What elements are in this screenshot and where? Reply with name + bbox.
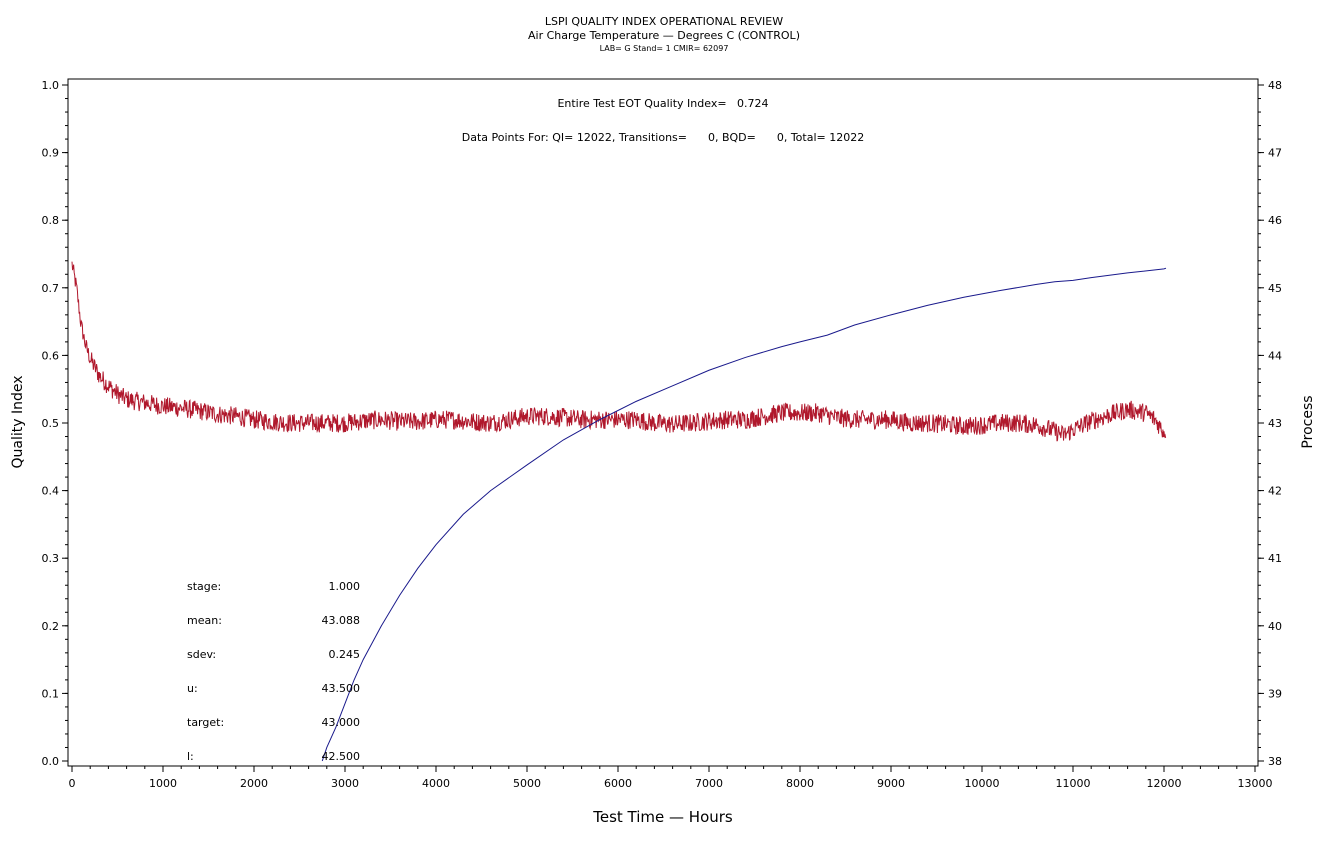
x-tick-label: 4000 [422, 777, 450, 790]
stat-value: 43.088 [322, 614, 361, 627]
stat-value: 0.245 [329, 648, 361, 661]
y2-tick-label: 40 [1268, 620, 1282, 633]
y-tick-label: 0.4 [42, 485, 60, 498]
chart-subtitle: Air Charge Temperature — Degrees C (CONT… [528, 29, 800, 42]
y-tick-label: 0.9 [42, 147, 60, 160]
y2-tick-label: 42 [1268, 485, 1282, 498]
y-tick-label: 0.0 [42, 755, 60, 768]
stat-label: sdev: [187, 648, 216, 661]
stat-label: target: [187, 716, 224, 729]
x-tick-label: 6000 [604, 777, 632, 790]
y2-tick-label: 47 [1268, 147, 1282, 160]
stat-label: l: [187, 750, 194, 763]
x-tick-label: 13000 [1238, 777, 1273, 790]
x-tick-label: 8000 [786, 777, 814, 790]
eot-annotation: Entire Test EOT Quality Index= 0.724 [557, 97, 768, 110]
x-tick-label: 2000 [240, 777, 268, 790]
y2-tick-label: 41 [1268, 552, 1282, 565]
stat-value: 1.000 [329, 580, 361, 593]
y2-tick-label: 39 [1268, 687, 1282, 700]
y-tick-label: 0.3 [42, 552, 60, 565]
x-tick-label: 1000 [149, 777, 177, 790]
stats-block: stage: 1.000 mean: 43.088 sdev: 0.245 u: 43.500… [187, 580, 360, 763]
stat-value: 43.000 [322, 716, 361, 729]
y2-axis-label: Process [1300, 395, 1316, 448]
x-tick-label: 0 [69, 777, 76, 790]
x-tick-label: 5000 [513, 777, 541, 790]
quality-index-line [71, 261, 1167, 442]
stat-label: u: [187, 682, 198, 695]
y-tick-label: 0.6 [42, 349, 60, 362]
y-tick-label: 1.0 [42, 79, 60, 92]
y2-tick-label: 43 [1268, 417, 1282, 430]
y2-tick-label: 45 [1268, 282, 1282, 295]
y-tick-label: 0.8 [42, 214, 60, 227]
chart-lab-info: LAB= G Stand= 1 CMIR= 62097 [599, 44, 729, 53]
y-tick-label: 0.1 [42, 687, 60, 700]
stat-value: 42.500 [322, 750, 361, 763]
chart-title: LSPI QUALITY INDEX OPERATIONAL REVIEW [544, 15, 784, 28]
stat-label: mean: [187, 614, 222, 627]
y-tick-label: 0.5 [42, 417, 60, 430]
process-line [321, 267, 1167, 762]
y2-tick-label: 46 [1268, 214, 1282, 227]
x-tick-label: 3000 [331, 777, 359, 790]
x-tick-label: 7000 [695, 777, 723, 790]
x-tick-label: 9000 [877, 777, 905, 790]
y2-tick-label: 38 [1268, 755, 1282, 768]
x-axis-label: Test Time — Hours [592, 808, 733, 826]
x-tick-label: 11000 [1056, 777, 1091, 790]
stat-label: stage: [187, 580, 221, 593]
x-tick-label: 10000 [965, 777, 1000, 790]
data-points-annotation: Data Points For: QI= 12022, Transitions=… [462, 131, 864, 144]
y-tick-label: 0.2 [42, 620, 60, 633]
axes: 0 1000 2000 3000 4000 5000 6000 7000 8000 9000 100… [42, 79, 1283, 790]
x-tick-label: 12000 [1147, 777, 1182, 790]
y-axis-label: Quality Index [10, 375, 26, 468]
series-layer [71, 261, 1167, 762]
y2-tick-label: 48 [1268, 79, 1282, 92]
y-tick-label: 0.7 [42, 282, 60, 295]
stat-value: 43.500 [322, 682, 361, 695]
annotations-layer: Entire Test EOT Quality Index= 0.724 Dat… [10, 97, 1316, 826]
y2-tick-label: 44 [1268, 349, 1282, 362]
